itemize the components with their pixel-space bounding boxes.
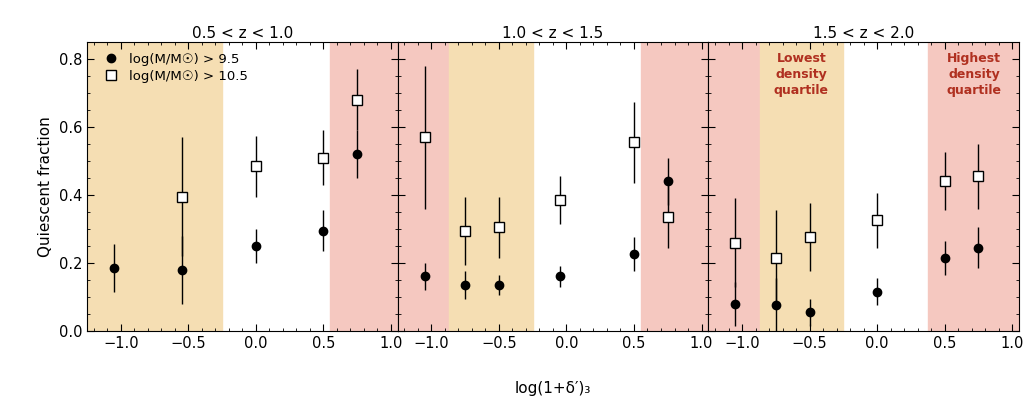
Legend: log(M/M☉) > 9.5, log(M/M☉) > 10.5: log(M/M☉) > 9.5, log(M/M☉) > 10.5: [93, 49, 252, 87]
Bar: [449, 42, 532, 331]
Bar: [709, 42, 760, 331]
Title: 1.0 < z < 1.5: 1.0 < z < 1.5: [503, 26, 603, 41]
Bar: [330, 42, 397, 331]
Text: log(1+δ′)₃: log(1+δ′)₃: [515, 381, 591, 396]
Title: 1.5 < z < 2.0: 1.5 < z < 2.0: [813, 26, 914, 41]
Bar: [87, 42, 222, 331]
Bar: [397, 42, 449, 331]
Bar: [929, 42, 1019, 331]
Y-axis label: Quiescent fraction: Quiescent fraction: [38, 116, 53, 257]
Text: Highest
density
quartile: Highest density quartile: [947, 52, 1001, 97]
Bar: [760, 42, 844, 331]
Bar: [641, 42, 709, 331]
Title: 0.5 < z < 1.0: 0.5 < z < 1.0: [191, 26, 293, 41]
Text: Lowest
density
quartile: Lowest density quartile: [774, 52, 829, 97]
